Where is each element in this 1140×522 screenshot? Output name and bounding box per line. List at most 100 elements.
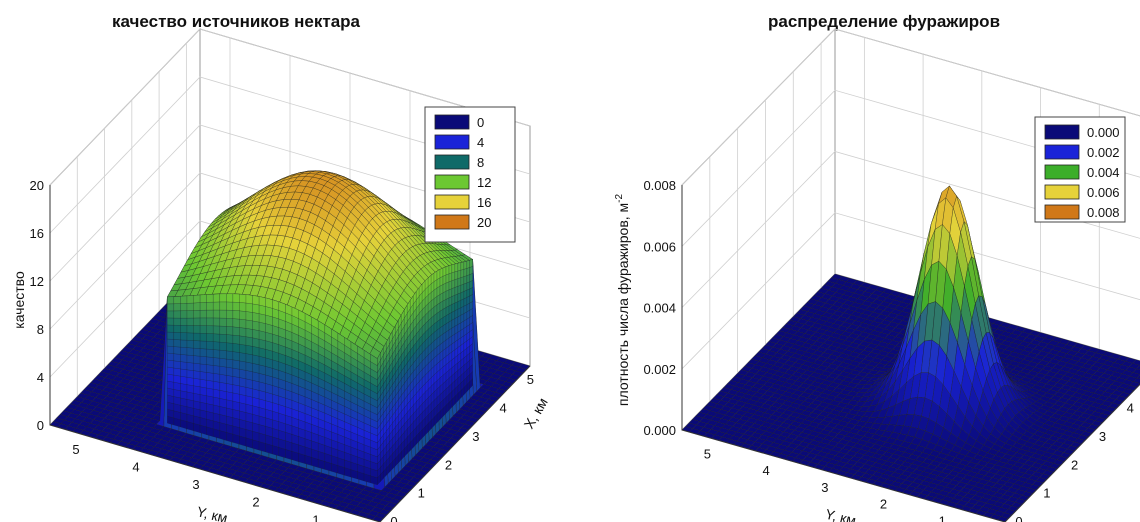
surface-patch — [173, 353, 181, 362]
surface-patch — [463, 282, 467, 292]
surface-patch — [239, 410, 247, 422]
chart-forager-distribution: распределение фуражиров 0123450123450.00… — [570, 0, 1140, 522]
surface-patch — [199, 340, 207, 350]
surface-patch — [199, 356, 207, 365]
surface-patch — [193, 332, 201, 342]
surface-patch — [193, 317, 201, 326]
surface-patch — [252, 346, 260, 357]
surface-patch — [219, 366, 227, 376]
surface-patch — [454, 301, 458, 311]
surface-patch — [252, 380, 260, 391]
x-tick-label: 1 — [418, 486, 425, 501]
z-tick-label: 4 — [37, 370, 44, 385]
surface-patch — [167, 345, 174, 354]
surface-patch — [206, 403, 214, 414]
surface-patch — [193, 393, 201, 403]
surface-patch — [213, 333, 220, 343]
surface-patch — [232, 301, 240, 311]
surface-patch — [193, 302, 201, 311]
z-gridline — [49, 76, 531, 234]
surface-patch — [173, 346, 181, 355]
y-axis-label: Y, км — [195, 503, 229, 522]
legend-swatch — [434, 114, 470, 130]
z-tick-label: 0 — [37, 418, 44, 433]
surface-patch — [448, 272, 452, 282]
surface-patch — [219, 325, 227, 335]
surface-patch — [232, 409, 240, 420]
surface-patch — [180, 354, 188, 363]
surface-patch — [206, 301, 214, 311]
surface-patch — [469, 266, 473, 275]
surface-patch — [239, 293, 247, 304]
surface-patch — [448, 288, 452, 299]
surface-patch — [180, 361, 188, 370]
surface-patch — [186, 332, 194, 341]
surface-patch — [232, 376, 240, 387]
surface-patch — [180, 303, 188, 311]
surface-patch — [193, 385, 201, 395]
surface-patch — [199, 386, 207, 396]
surface-patch — [186, 362, 194, 371]
surface-patch — [206, 364, 214, 374]
surface-patch — [460, 283, 464, 293]
surface-patch — [206, 333, 214, 342]
surface-patch — [226, 391, 234, 402]
surface-patch — [226, 326, 234, 336]
surface-patch — [258, 304, 266, 316]
surface-patch — [454, 286, 458, 296]
surface-patch — [239, 302, 247, 312]
z-tick-label: 16 — [30, 226, 44, 241]
surface-patch — [193, 310, 201, 319]
surface-patch — [439, 267, 444, 279]
surface-patch — [232, 334, 240, 345]
surface-patch — [451, 302, 455, 313]
surface-patch — [245, 294, 253, 305]
surface-patch — [226, 383, 234, 394]
surface-patch — [466, 274, 470, 284]
surface-patch — [219, 293, 227, 303]
surface-patch — [442, 266, 447, 277]
surface-patch — [226, 318, 234, 327]
surface-patch — [193, 347, 201, 357]
surface-patch — [226, 366, 234, 377]
surface-patch — [252, 337, 260, 348]
surface-patch — [213, 341, 220, 351]
surface-patch — [460, 276, 464, 286]
surface-patch — [239, 369, 247, 379]
surface-patch — [173, 360, 181, 370]
surface-patch — [219, 390, 227, 400]
y-tick-label: 1 — [312, 512, 319, 522]
surface-patch — [180, 375, 188, 385]
surface-patch — [451, 271, 455, 281]
surface-patch — [199, 379, 207, 389]
surface-patch — [252, 329, 260, 340]
surface-patch — [180, 397, 188, 407]
surface-patch — [252, 295, 260, 306]
x-tick-label: 4 — [499, 401, 506, 416]
surface-patch — [213, 317, 220, 327]
surface-patch — [445, 281, 450, 292]
surface-patch — [239, 402, 247, 413]
surface-patch — [199, 309, 207, 319]
legend-label: 0 — [477, 115, 484, 130]
surface-patch — [226, 301, 234, 311]
surface-patch — [460, 269, 464, 278]
surface-patch — [167, 366, 174, 376]
surface-patch — [206, 317, 214, 326]
surface-patch — [448, 280, 452, 290]
surface-patch — [258, 296, 266, 307]
surface-patch — [206, 325, 214, 334]
surface-patch — [167, 296, 174, 305]
surface-patch — [213, 396, 220, 407]
surface-patch — [252, 312, 260, 323]
surface-patch — [199, 325, 207, 334]
surface-patch — [239, 377, 247, 388]
surface-patch — [186, 325, 194, 334]
surface-patch — [206, 372, 214, 382]
surface-patch — [219, 358, 227, 368]
x-axis-label: X, км — [521, 395, 551, 431]
surface-patch — [180, 325, 188, 333]
surface-patch — [445, 273, 450, 284]
